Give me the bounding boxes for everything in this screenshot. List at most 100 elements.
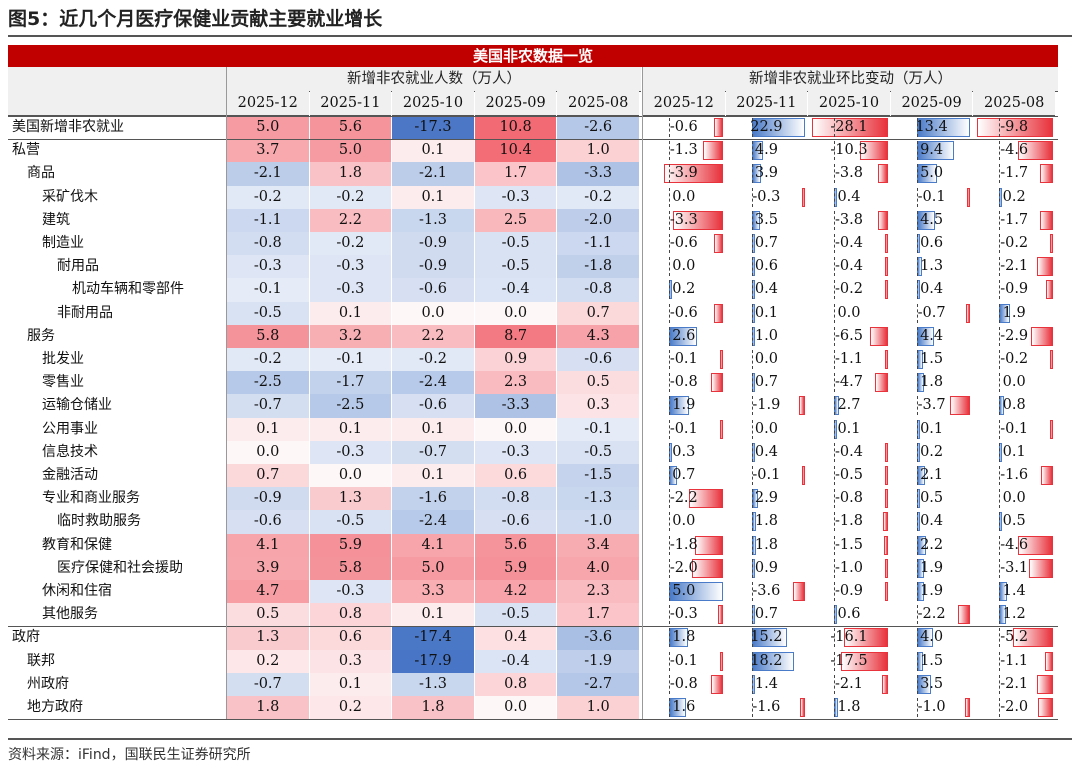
change-cell: -4.6 [973,139,1055,162]
top-rule [8,35,1072,37]
change-value: 0.9 [754,559,778,576]
bar-axis [834,210,836,230]
level-cell: -0.5 [557,440,639,464]
table-row: 其他服务 0.5 0.8 0.1 -0.5 1.7 -0.3 0.7 0.6 -2.2 1.2 [8,603,1058,627]
change-value: 9.4 [920,142,944,159]
change-cell: 0.0 [643,255,725,278]
change-cell: 5.0 [643,580,725,603]
row-label: 休闲和住宿 [42,583,112,599]
bar-axis [999,326,1001,346]
row-label: 联邦 [27,652,55,669]
level-cell: 0.5 [227,603,309,627]
change-value: 1.8 [754,513,778,530]
level-cell: 0.2 [309,696,392,720]
table-row: 政府 1.3 0.6 -17.4 0.4 -3.6 1.8 15.2 -16.1 4.0 -5.2 [8,626,1058,650]
level-cell: -0.2 [227,348,309,372]
change-cell: 0.6 [726,255,808,278]
bar-axis [834,280,836,300]
level-cell: 5.8 [309,556,392,580]
bar-axis [916,210,918,230]
bar-axis [999,674,1001,694]
level-cell: 4.2 [474,580,557,604]
change-col-header: 2025-09 [890,91,973,116]
level-cell: 0.4 [474,626,557,650]
level-cell: 0.5 [557,371,639,395]
level-cell: -1.3 [392,672,474,696]
row-label: 制造业 [42,235,84,251]
bar-axis [669,605,670,625]
bar-axis [751,373,753,393]
column-separator [642,67,643,720]
change-bar [844,628,888,648]
row-label: 非耐用品 [57,304,113,321]
bar-axis [834,141,836,161]
bar-axis [999,350,1001,369]
level-cell: -2.4 [392,510,474,534]
level-cell: 5.0 [392,556,474,580]
bar-axis [916,558,918,578]
change-cell: -1.6 [973,464,1055,487]
level-cell: 2.3 [474,371,557,395]
level-cell: -0.4 [474,278,557,302]
change-value: -0.9 [1000,281,1029,298]
change-value: -0.4 [835,258,863,275]
level-cell: 1.0 [557,139,639,163]
bar-axis [916,280,918,300]
bar-axis [834,234,836,253]
change-value: -0.6 [669,304,698,321]
bar-axis [834,582,836,601]
bar-axis [751,187,753,207]
change-value: -4.6 [1000,536,1029,553]
label-header-blank [8,67,226,116]
change-cell: 0.0 [973,371,1055,394]
change-cell: 0.6 [808,603,890,626]
change-cell: 0.4 [726,278,808,301]
level-cell: -0.3 [309,580,392,604]
table-row: 专业和商业服务 -0.9 1.3 -1.6 -0.8 -1.3 -2.2 2.9 -0.8 0.5… [8,487,1058,511]
change-cell: -2.1 [973,255,1055,278]
change-cell: 0.3 [643,441,725,464]
bar-axis [999,257,1001,277]
change-value: 0.4 [754,281,778,298]
change-bar [877,210,888,230]
change-value: -2.9 [1000,327,1029,344]
level-cell: -0.6 [392,394,474,418]
change-value: -0.1 [1000,420,1029,437]
row-label: 教育和保健 [42,536,112,553]
table-row: 制造业 -0.8 -0.2 -0.9 -0.5 -1.1 -0.6 0.7 -0.4 0.6 -0.… [8,232,1058,256]
change-value: -3.6 [752,583,781,599]
level-cell: 1.3 [309,487,392,511]
level-cell: -0.8 [557,278,639,302]
change-value: -2.1 [835,675,863,692]
change-value: -0.4 [835,443,863,460]
level-cell: 4.1 [227,533,309,557]
level-cell: 3.9 [227,556,309,580]
level-cell: -17.9 [392,649,474,673]
change-cell: 0.5 [973,510,1055,533]
change-value: 0.2 [672,281,696,298]
change-value: 0.7 [754,606,778,623]
bar-axis [751,512,753,532]
change-cell: -0.9 [973,278,1055,301]
change-bar [882,674,888,694]
change-cell: 1.4 [973,580,1055,603]
bar-axis [916,164,918,184]
level-cell: -0.9 [227,487,309,511]
change-cell: 0.4 [808,186,890,209]
change-cell: -9.8 [973,116,1055,139]
bar-axis [834,698,836,717]
change-value: 0.0 [672,188,696,205]
change-value: -0.2 [1000,235,1029,251]
change-value: -17.5 [830,652,868,669]
change-value: -1.5 [835,536,863,553]
change-cell: -1.8 [643,534,725,557]
change-bar [672,210,723,230]
bar-axis [916,326,918,346]
table-row: 休闲和住宿 4.7 -0.3 3.3 4.2 2.3 5.0 -3.6 -0.9 1.9 1.4 [8,580,1058,604]
level-cell: 0.0 [309,464,392,488]
bar-axis [916,303,918,323]
change-cell: 0.6 [891,232,973,255]
change-cell: -2.0 [973,696,1055,719]
change-value: 5.0 [672,583,696,599]
change-cell: -0.1 [726,464,808,487]
